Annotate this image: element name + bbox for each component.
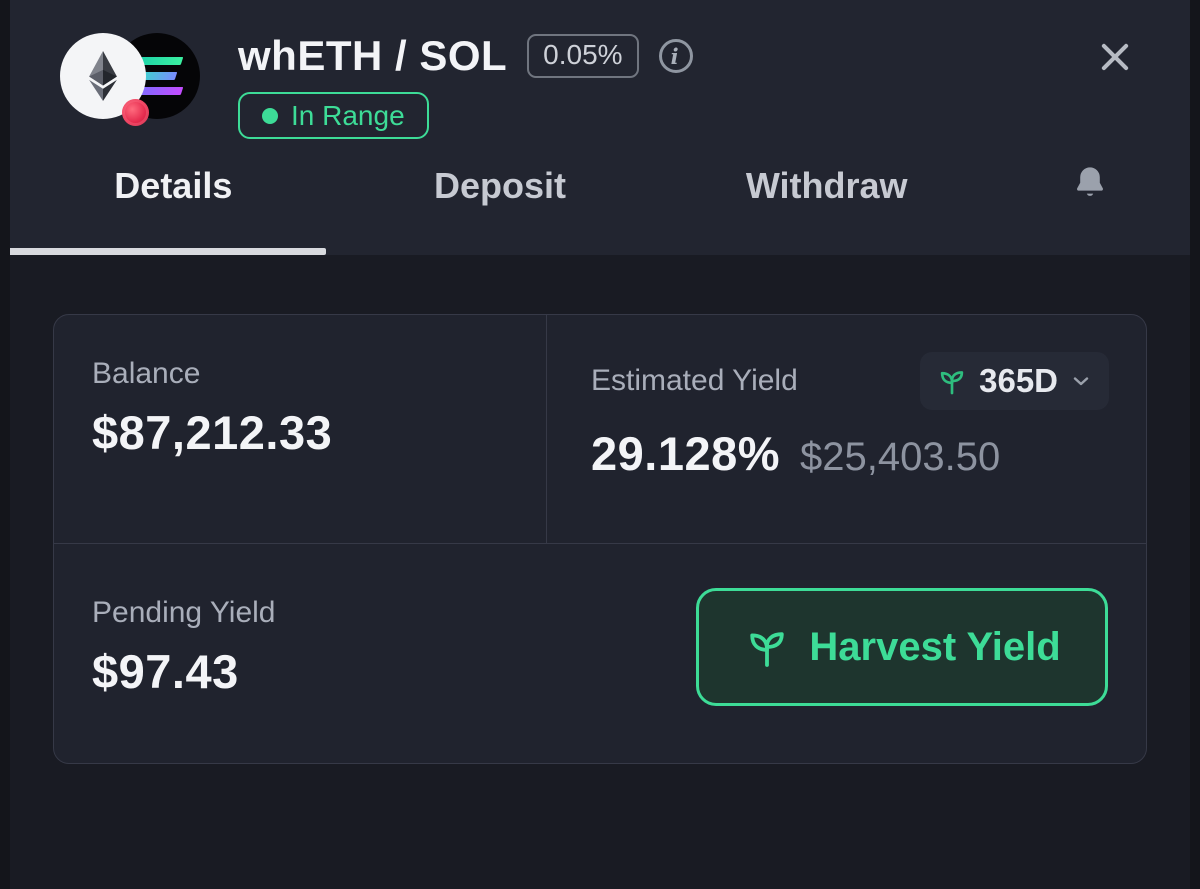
title-block: whETH / SOL 0.05% i In Range xyxy=(238,33,693,139)
estimated-yield-label: Estimated Yield xyxy=(591,364,798,397)
estimated-yield-header: Estimated Yield 365D xyxy=(591,352,1109,410)
pending-yield-section: Pending Yield $97.43 xyxy=(92,596,276,699)
balance-section: Balance $87,212.33 xyxy=(54,315,547,543)
stats-row-bottom: Pending Yield $97.43 Harvest Yield xyxy=(54,544,1146,763)
sprout-icon xyxy=(940,371,964,395)
sprout-icon xyxy=(750,632,785,667)
stats-row-top: Balance $87,212.33 Estimated Yield 365D xyxy=(54,315,1146,544)
details-panel: Balance $87,212.33 Estimated Yield 365D xyxy=(10,255,1190,889)
harvest-yield-button[interactable]: Harvest Yield xyxy=(696,588,1108,706)
estimated-yield-percent: 29.128% xyxy=(591,427,781,480)
tab-bar: Details Deposit Withdraw xyxy=(10,151,1190,255)
info-icon[interactable]: i xyxy=(658,39,693,73)
yield-period-dropdown[interactable]: 365D xyxy=(920,352,1109,410)
bell-icon xyxy=(1077,167,1104,196)
in-range-dot-icon xyxy=(262,107,278,124)
tab-details[interactable]: Details xyxy=(10,151,337,255)
notification-bell-button[interactable] xyxy=(990,151,1190,255)
modal-header: whETH / SOL 0.05% i In Range Details Dep… xyxy=(10,0,1190,255)
eth-diamond-icon xyxy=(89,51,117,101)
fee-tier-badge: 0.05% xyxy=(527,34,639,78)
close-button[interactable] xyxy=(1092,34,1138,80)
estimated-yield-amount: $25,403.50 xyxy=(800,435,1001,479)
chevron-down-icon xyxy=(1073,377,1089,386)
title-row: whETH / SOL 0.05% i xyxy=(238,33,693,79)
position-stats-card: Balance $87,212.33 Estimated Yield 365D xyxy=(53,314,1147,764)
harvest-yield-label: Harvest Yield xyxy=(809,624,1061,669)
position-modal: whETH / SOL 0.05% i In Range Details Dep… xyxy=(10,0,1190,889)
wormhole-badge-icon xyxy=(122,99,149,126)
estimated-yield-section: Estimated Yield 365D xyxy=(547,315,1146,543)
sol-bar-bottom xyxy=(138,87,184,95)
pair-title: whETH / SOL xyxy=(238,32,508,79)
sol-bar-top xyxy=(138,57,184,65)
estimated-yield-values: 29.128% $25,403.50 xyxy=(591,426,1109,481)
balance-value: $87,212.33 xyxy=(92,406,333,459)
balance-label: Balance xyxy=(92,357,201,390)
yield-period-value: 365D xyxy=(979,362,1058,399)
pending-yield-value: $97.43 xyxy=(92,644,239,698)
tab-withdraw[interactable]: Withdraw xyxy=(745,165,908,206)
pending-yield-label: Pending Yield xyxy=(92,595,276,629)
status-badge-label: In Range xyxy=(291,99,405,131)
eth-token-icon xyxy=(60,33,146,119)
close-icon xyxy=(1101,43,1129,71)
tab-deposit[interactable]: Deposit xyxy=(434,165,567,206)
header-row: whETH / SOL 0.05% i In Range xyxy=(10,0,1190,139)
status-badge: In Range xyxy=(238,92,429,139)
token-pair-icons xyxy=(60,33,200,126)
